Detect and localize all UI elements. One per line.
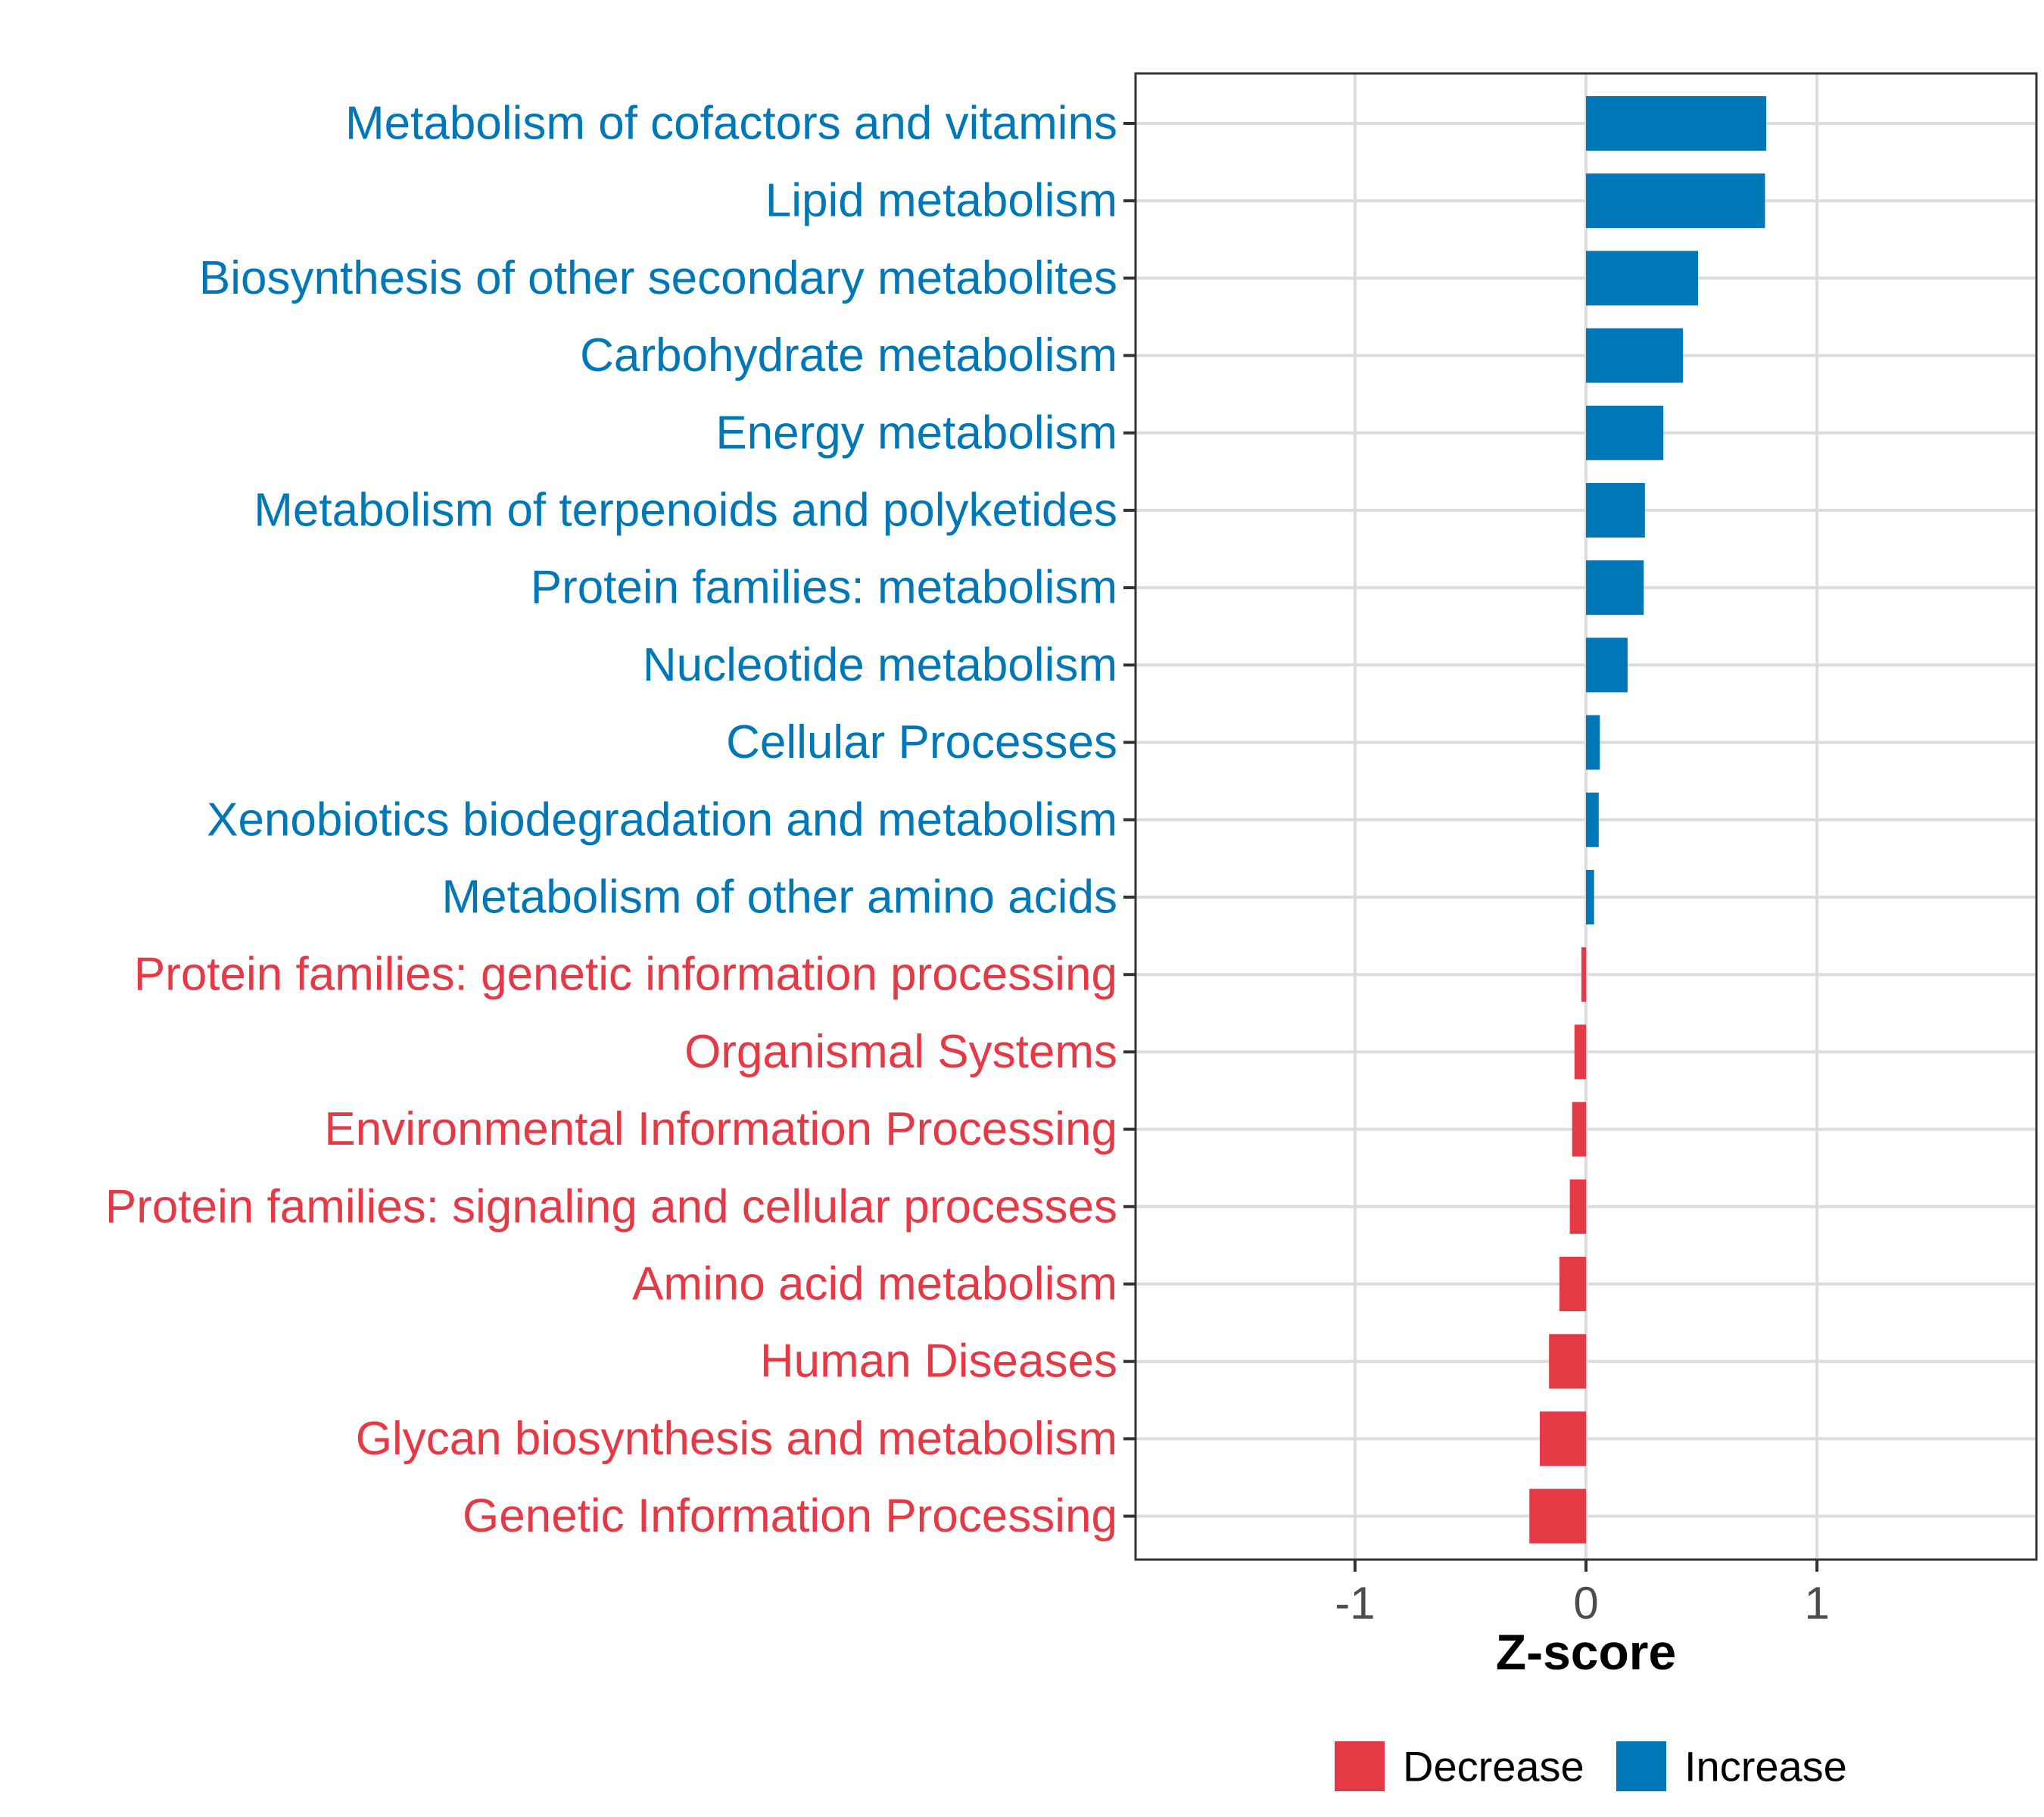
bar-amino-acid-metabolism xyxy=(1559,1257,1586,1311)
category-label-metabolism-of-terpenoids-and-polyketides: Metabolism of terpenoids and polyketides xyxy=(254,485,1117,537)
bar-glycan-biosynthesis-and-metabolism xyxy=(1539,1411,1586,1466)
category-label-organismal-systems: Organismal Systems xyxy=(684,1026,1117,1078)
category-label-metabolism-of-cofactors-and-vitamins: Metabolism of cofactors and vitamins xyxy=(345,98,1117,150)
category-label-protein-families-signaling-and-cellular-processes: Protein families: signaling and cellular… xyxy=(105,1180,1117,1233)
bar-cellular-processes xyxy=(1586,715,1600,770)
bar-human-diseases xyxy=(1549,1334,1586,1389)
category-label-biosynthesis-of-other-secondary-metabolites: Biosynthesis of other secondary metaboli… xyxy=(199,252,1117,304)
x-tick-label-0: -1 xyxy=(1335,1578,1375,1628)
bar-environmental-information-processing xyxy=(1572,1102,1586,1157)
category-label-protein-families-metabolism: Protein families: metabolism xyxy=(531,562,1117,614)
x-axis-title: Z-score xyxy=(1496,1624,1676,1680)
category-label-glycan-biosynthesis-and-metabolism: Glycan biosynthesis and metabolism xyxy=(356,1413,1117,1465)
bar-metabolism-of-other-amino-acids xyxy=(1586,870,1594,924)
bar-protein-families-metabolism xyxy=(1586,560,1644,616)
x-tick-labels: -1 0 1 xyxy=(1335,1578,1830,1628)
category-label-carbohydrate-metabolism: Carbohydrate metabolism xyxy=(580,329,1117,382)
category-label-human-diseases: Human Diseases xyxy=(760,1335,1117,1388)
category-label-cellular-processes: Cellular Processes xyxy=(726,716,1117,768)
category-label-environmental-information-processing: Environmental Information Processing xyxy=(324,1103,1117,1155)
bar-protein-families-genetic-information-processing xyxy=(1581,947,1586,1002)
legend-swatch-increase xyxy=(1616,1741,1666,1791)
y-axis-ticks xyxy=(1123,122,1136,1518)
legend-label-decrease: Decrease xyxy=(1403,1743,1584,1791)
bar-lipid-metabolism xyxy=(1586,173,1765,229)
x-axis-ticks xyxy=(1353,1560,1819,1572)
category-label-lipid-metabolism: Lipid metabolism xyxy=(765,175,1117,227)
category-labels: Metabolism of cofactors and vitamins Lipi… xyxy=(105,98,1117,1543)
legend-swatch-decrease xyxy=(1335,1741,1385,1791)
category-label-amino-acid-metabolism: Amino acid metabolism xyxy=(632,1258,1117,1311)
bars xyxy=(1529,96,1766,1544)
bar-metabolism-of-terpenoids-and-polyketides xyxy=(1586,483,1645,538)
category-label-energy-metabolism: Energy metabolism xyxy=(715,407,1117,459)
bar-carbohydrate-metabolism xyxy=(1586,328,1684,383)
category-label-xenobiotics-biodegradation-and-metabolism: Xenobiotics biodegradation and metabolis… xyxy=(207,793,1117,846)
category-label-nucleotide-metabolism: Nucleotide metabolism xyxy=(643,639,1117,691)
bar-biosynthesis-of-other-secondary-metabolites xyxy=(1586,251,1698,306)
x-tick-label-2: 1 xyxy=(1804,1578,1829,1628)
legend: Decrease Increase xyxy=(1335,1741,1847,1791)
category-label-metabolism-of-other-amino-acids: Metabolism of other amino acids xyxy=(441,871,1117,924)
bar-metabolism-of-cofactors-and-vitamins xyxy=(1586,96,1766,151)
bar-protein-families-signaling-and-cellular-processes xyxy=(1569,1179,1586,1234)
bar-energy-metabolism xyxy=(1586,405,1664,460)
x-tick-label-1: 0 xyxy=(1573,1578,1598,1628)
bar-organismal-systems xyxy=(1574,1024,1586,1080)
category-label-protein-families-genetic-information-processing: Protein families: genetic information pr… xyxy=(134,949,1117,1001)
category-label-genetic-information-processing: Genetic Information Processing xyxy=(463,1490,1117,1542)
bar-genetic-information-processing xyxy=(1529,1488,1586,1544)
bar-xenobiotics-biodegradation-and-metabolism xyxy=(1586,792,1599,847)
legend-label-increase: Increase xyxy=(1684,1743,1847,1791)
bar-nucleotide-metabolism xyxy=(1586,637,1628,693)
